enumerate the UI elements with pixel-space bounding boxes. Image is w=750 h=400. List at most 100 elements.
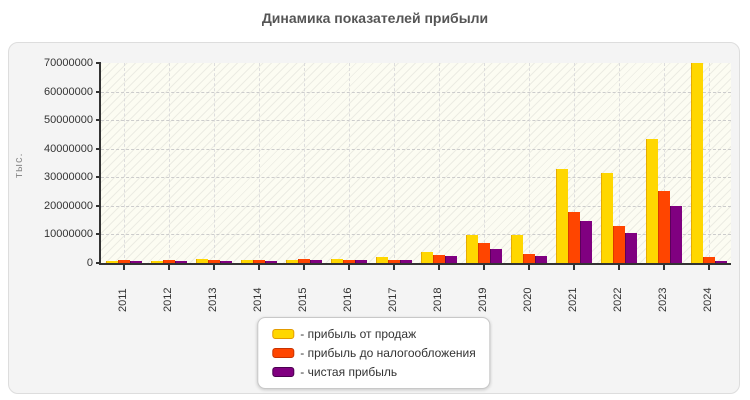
h-gridline bbox=[101, 120, 731, 122]
chart-title: Динамика показателей прибыли bbox=[261, 10, 489, 26]
legend-label: - прибыль до налогообложения bbox=[300, 346, 476, 360]
bar-2011-series3 bbox=[129, 260, 142, 263]
x-tick bbox=[167, 265, 170, 270]
x-tick bbox=[572, 265, 575, 270]
x-tick bbox=[122, 265, 125, 270]
bar-2015-series2 bbox=[297, 259, 310, 263]
bar-2021-series1 bbox=[555, 169, 568, 263]
bar-2015-series1 bbox=[285, 259, 298, 263]
legend-swatch-icon bbox=[272, 367, 295, 377]
x-tick-label-2017: 2017 bbox=[386, 287, 399, 312]
y-axis-title: тыс. bbox=[13, 152, 25, 178]
x-axis-line bbox=[99, 263, 731, 265]
bar-2024-series2 bbox=[702, 256, 715, 263]
bar-2014-series2 bbox=[252, 260, 265, 263]
v-gridline bbox=[438, 63, 440, 263]
bar-2023-series3 bbox=[669, 205, 682, 263]
h-gridline bbox=[101, 148, 731, 150]
bar-2021-series2 bbox=[567, 211, 580, 263]
v-gridline bbox=[483, 63, 485, 263]
bar-2013-series1 bbox=[195, 259, 208, 263]
y-tick-label: 20000000 bbox=[44, 199, 93, 212]
v-gridline bbox=[348, 63, 350, 263]
y-tick bbox=[96, 119, 101, 122]
x-tick bbox=[347, 265, 350, 270]
x-tick-label-2011: 2011 bbox=[116, 288, 129, 312]
x-tick bbox=[392, 265, 395, 270]
bar-2017-series1 bbox=[375, 257, 388, 263]
y-axis-line bbox=[99, 63, 101, 265]
bar-2022-series3 bbox=[624, 233, 637, 263]
bar-2018-series1 bbox=[420, 251, 433, 263]
bar-2019-series2 bbox=[477, 243, 490, 263]
legend-item-1: - прибыль от продаж bbox=[272, 327, 475, 341]
bar-2024-series1 bbox=[690, 63, 703, 263]
x-tick bbox=[212, 265, 215, 270]
x-tick-label-2023: 2023 bbox=[656, 287, 669, 312]
y-tick-label: 30000000 bbox=[44, 171, 93, 184]
bar-2024-series3 bbox=[714, 261, 727, 263]
y-tick bbox=[96, 90, 101, 93]
v-gridline bbox=[573, 63, 575, 263]
v-gridline bbox=[213, 63, 215, 263]
y-tick-label: 40000000 bbox=[44, 142, 93, 155]
bar-2012-series1 bbox=[150, 260, 163, 263]
bar-2016-series3 bbox=[354, 260, 367, 263]
x-tick-label-2012: 2012 bbox=[161, 287, 174, 312]
y-tick bbox=[96, 176, 101, 179]
bar-2020-series2 bbox=[522, 253, 535, 263]
h-gridline bbox=[101, 205, 731, 207]
bar-2015-series3 bbox=[309, 260, 322, 263]
y-tick-label: 60000000 bbox=[44, 85, 93, 98]
bar-2022-series2 bbox=[612, 226, 625, 263]
y-tick bbox=[96, 62, 101, 64]
y-tick-label: 70000000 bbox=[44, 57, 93, 69]
x-tick bbox=[437, 265, 440, 270]
x-tick-label-2015: 2015 bbox=[296, 287, 309, 312]
h-gridline bbox=[101, 91, 731, 93]
bar-2011-series2 bbox=[117, 260, 130, 263]
bar-2012-series2 bbox=[162, 260, 175, 263]
bar-2020-series3 bbox=[534, 255, 547, 263]
v-gridline bbox=[528, 63, 530, 263]
x-tick bbox=[257, 265, 260, 270]
x-tick bbox=[617, 265, 620, 270]
y-tick bbox=[96, 204, 101, 207]
x-tick bbox=[527, 265, 530, 270]
v-gridline bbox=[663, 63, 665, 263]
bar-2019-series1 bbox=[465, 234, 478, 263]
bar-2016-series1 bbox=[330, 258, 343, 263]
bar-2021-series3 bbox=[579, 221, 592, 263]
x-tick-label-2014: 2014 bbox=[251, 287, 264, 312]
bar-2019-series3 bbox=[489, 249, 502, 263]
legend-swatch-icon bbox=[272, 348, 295, 358]
x-tick-label-2020: 2020 bbox=[521, 287, 534, 312]
y-tick-label: 0 bbox=[86, 257, 93, 269]
x-tick-label-2021: 2021 bbox=[566, 287, 579, 312]
legend-label: - прибыль от продаж bbox=[300, 327, 417, 341]
x-tick bbox=[662, 265, 665, 270]
bar-2016-series2 bbox=[342, 259, 355, 263]
bar-2018-series3 bbox=[444, 256, 457, 263]
x-tick bbox=[302, 265, 305, 270]
x-tick-label-2024: 2024 bbox=[701, 287, 714, 312]
bar-2022-series1 bbox=[600, 173, 613, 263]
y-tick bbox=[96, 147, 101, 150]
x-tick-label-2018: 2018 bbox=[431, 287, 444, 312]
bar-2017-series2 bbox=[387, 259, 400, 263]
v-gridline bbox=[708, 63, 710, 263]
bar-2011-series1 bbox=[105, 261, 118, 263]
v-gridline bbox=[258, 63, 260, 263]
legend-label: - чистая прибыль bbox=[300, 365, 398, 379]
x-tick-label-2019: 2019 bbox=[476, 287, 489, 312]
x-tick bbox=[707, 265, 710, 270]
y-tick bbox=[96, 262, 101, 264]
v-gridline bbox=[618, 63, 620, 263]
bar-2023-series1 bbox=[645, 138, 658, 263]
y-tick-label: 50000000 bbox=[44, 114, 93, 127]
legend-swatch-icon bbox=[272, 329, 295, 339]
bar-2013-series3 bbox=[219, 261, 232, 263]
x-tick bbox=[482, 265, 485, 270]
v-gridline bbox=[168, 63, 170, 263]
